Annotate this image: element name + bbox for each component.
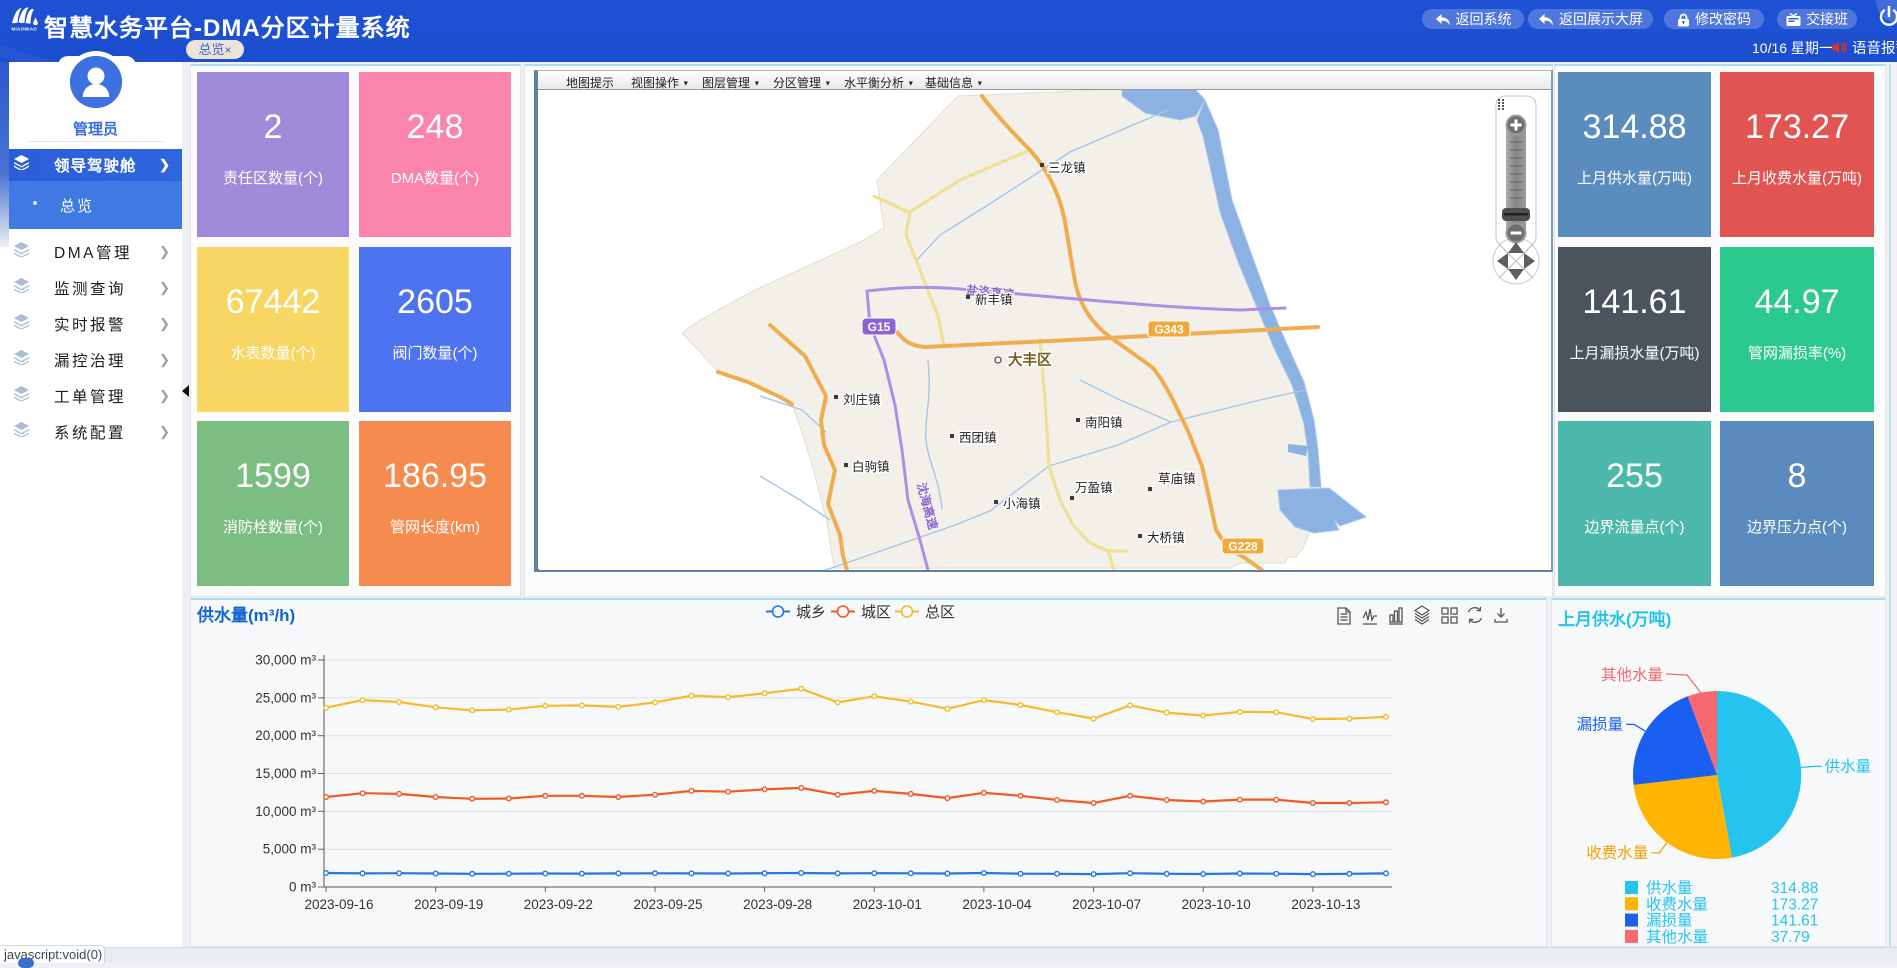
svg-text:30,000 m³: 30,000 m³ bbox=[255, 653, 316, 668]
svg-text:10,000 m³: 10,000 m³ bbox=[255, 804, 316, 819]
svg-text:15,000 m³: 15,000 m³ bbox=[255, 766, 316, 781]
svg-text:供水量: 供水量 bbox=[1825, 757, 1872, 775]
svg-text:南阳镇: 南阳镇 bbox=[1085, 415, 1123, 430]
svg-text:盐洛高速: 盐洛高速 bbox=[966, 282, 1015, 302]
svg-text:漏损量: 漏损量 bbox=[1577, 715, 1624, 733]
svg-text:37.79: 37.79 bbox=[1771, 929, 1810, 945]
svg-text:2023-10-04: 2023-10-04 bbox=[962, 897, 1032, 912]
svg-text:收费水量: 收费水量 bbox=[1646, 895, 1708, 913]
svg-text:城乡: 城乡 bbox=[796, 604, 826, 621]
svg-text:白驹镇: 白驹镇 bbox=[852, 459, 890, 474]
svg-text:供水量(m³/h): 供水量(m³/h) bbox=[196, 605, 295, 625]
svg-text:173.27: 173.27 bbox=[1771, 896, 1818, 913]
svg-text:20,000 m³: 20,000 m³ bbox=[255, 728, 316, 743]
svg-text:刘庄镇: 刘庄镇 bbox=[843, 392, 881, 407]
svg-text:2023-09-28: 2023-09-28 bbox=[743, 897, 812, 912]
svg-text:2023-09-25: 2023-09-25 bbox=[633, 897, 702, 912]
svg-text:收费水量: 收费水量 bbox=[1586, 844, 1648, 862]
svg-text:2023-10-07: 2023-10-07 bbox=[1072, 897, 1141, 912]
svg-text:25,000 m³: 25,000 m³ bbox=[255, 690, 316, 705]
svg-text:5,000 m³: 5,000 m³ bbox=[263, 842, 317, 857]
svg-text:2023-10-01: 2023-10-01 bbox=[853, 897, 922, 912]
svg-text:上月供水(万吨): 上月供水(万吨) bbox=[1558, 609, 1671, 629]
svg-text:314.88: 314.88 bbox=[1771, 880, 1818, 897]
svg-text:城区: 城区 bbox=[861, 604, 891, 621]
svg-text:G15: G15 bbox=[868, 320, 891, 334]
svg-text:供水量: 供水量 bbox=[1646, 879, 1693, 897]
svg-text:MIAOMIAO: MIAOMIAO bbox=[12, 27, 38, 32]
svg-text:G228: G228 bbox=[1228, 540, 1258, 554]
svg-text:其他水量: 其他水量 bbox=[1646, 928, 1708, 945]
svg-text:2023-09-22: 2023-09-22 bbox=[524, 897, 593, 912]
svg-text:漏损量: 漏损量 bbox=[1646, 912, 1693, 930]
svg-text:西团镇: 西团镇 bbox=[959, 431, 997, 445]
svg-text:其他水量: 其他水量 bbox=[1601, 666, 1663, 684]
svg-text:G343: G343 bbox=[1154, 323, 1184, 337]
svg-text:2023-10-10: 2023-10-10 bbox=[1182, 897, 1251, 912]
svg-text:大丰区: 大丰区 bbox=[1008, 351, 1052, 369]
svg-text:万盈镇: 万盈镇 bbox=[1075, 481, 1113, 495]
svg-text:大桥镇: 大桥镇 bbox=[1147, 531, 1185, 545]
svg-text:2023-09-19: 2023-09-19 bbox=[414, 897, 483, 912]
svg-text:总区: 总区 bbox=[925, 604, 955, 621]
svg-text:小海镇: 小海镇 bbox=[1003, 496, 1041, 511]
svg-text:141.61: 141.61 bbox=[1771, 913, 1818, 930]
svg-text:草庙镇: 草庙镇 bbox=[1158, 472, 1196, 486]
svg-text:2023-09-16: 2023-09-16 bbox=[304, 897, 373, 912]
svg-text:2023-10-13: 2023-10-13 bbox=[1291, 897, 1360, 912]
svg-text:0 m³: 0 m³ bbox=[289, 880, 317, 895]
svg-text:新丰镇: 新丰镇 bbox=[975, 292, 1013, 307]
svg-text:三龙镇: 三龙镇 bbox=[1048, 161, 1086, 175]
